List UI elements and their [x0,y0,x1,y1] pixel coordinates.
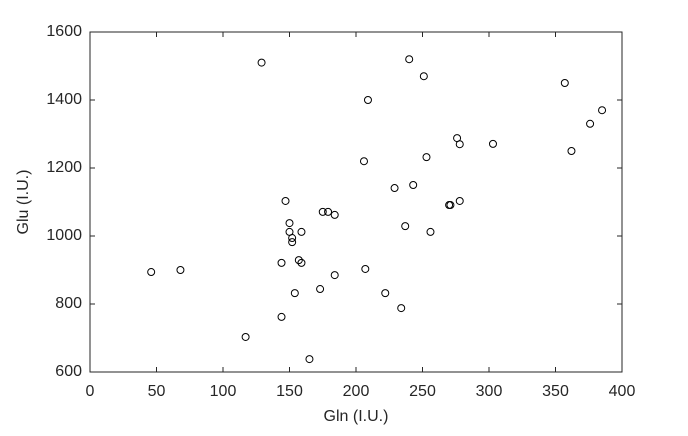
data-point [426,227,435,236]
y-tick-label: 1400 [46,91,82,108]
x-tick-label: 50 [148,383,166,400]
data-point [277,312,286,321]
x-tick-label: 150 [276,383,303,400]
data-point [305,355,314,364]
y-axis-title: Glu (I.U.) [15,170,32,235]
data-point [455,196,464,205]
data-point [422,153,431,162]
x-tick-label: 300 [476,383,503,400]
data-point [359,157,368,166]
x-axis-title: Gln (I.U.) [324,408,389,425]
data-point [290,289,299,298]
x-tick-label: 400 [609,383,636,400]
data-point [288,234,297,243]
data-point [361,264,370,273]
data-point [381,289,390,298]
data-point [257,58,266,67]
data-point [363,96,372,104]
data-point [598,106,607,115]
data-point [285,219,294,228]
data-point [330,271,339,280]
data-point [176,266,185,274]
data-point [488,139,497,148]
data-point [294,256,303,265]
x-tick-label: 0 [86,383,95,400]
data-point [324,207,333,216]
y-tick-label: 600 [55,363,82,380]
data-point [297,227,306,236]
x-tick-label: 200 [343,383,370,400]
data-point [318,207,327,216]
data-point [330,210,339,219]
data-point [401,222,410,231]
x-tick-label: 350 [542,383,569,400]
data-point [405,55,414,64]
data-point [147,268,156,277]
y-tick-label: 1200 [46,159,82,176]
data-point [567,147,576,155]
y-tick-label: 1600 [46,23,82,40]
y-tick-label: 800 [55,295,82,312]
data-point [397,304,406,313]
data-point [455,140,464,149]
data-point [390,184,399,193]
data-point [277,258,286,267]
data-point [288,238,297,247]
data-point [586,119,595,128]
data-point [409,181,418,189]
x-tick-label: 100 [210,383,237,400]
data-point [419,72,428,81]
y-tick-label: 1000 [46,227,82,244]
data-point [560,79,569,87]
x-tick-label: 250 [409,383,436,400]
data-point [316,285,325,294]
data-point [241,332,250,341]
data-point [446,201,455,210]
data-point [281,196,290,205]
plot-frame [89,31,623,373]
data-point [297,258,306,267]
